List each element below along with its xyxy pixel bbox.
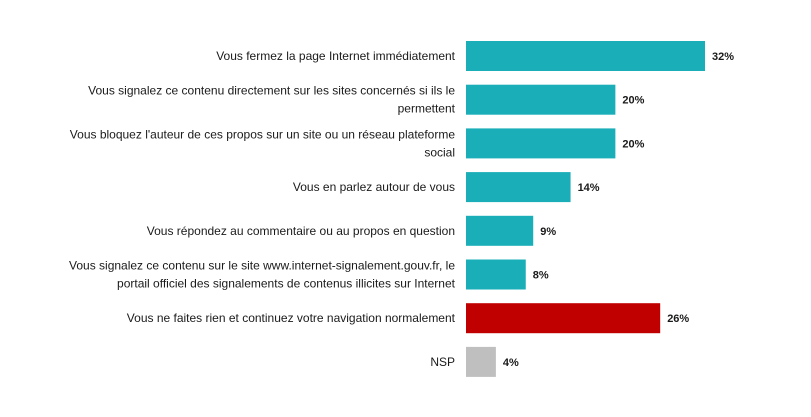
category-label-line: NSP: [430, 355, 455, 369]
bar: [466, 303, 661, 334]
category-label-line: Vous en parlez autour de vous: [293, 180, 455, 194]
value-label: 14%: [578, 182, 600, 194]
bar: [466, 84, 616, 115]
value-label: 4%: [503, 357, 519, 369]
value-label: 20%: [622, 138, 644, 150]
category-label-line: permettent: [398, 102, 456, 116]
value-label: 8%: [533, 270, 549, 282]
category-label-line: Vous bloquez l'auteur de ces propos sur …: [70, 127, 456, 141]
value-label: 9%: [540, 226, 556, 238]
category-label: Vous signalez ce contenu directement sur…: [88, 84, 456, 116]
value-label: 32%: [712, 51, 734, 63]
category-label-line: Vous répondez au commentaire ou au propo…: [147, 224, 455, 238]
category-label-line: social: [424, 145, 455, 159]
category-label: Vous bloquez l'auteur de ces propos sur …: [70, 127, 456, 159]
category-label: Vous répondez au commentaire ou au propo…: [147, 224, 455, 238]
category-label: Vous signalez ce contenu sur le site www…: [69, 259, 456, 291]
bar: [466, 346, 496, 377]
bar: [466, 128, 616, 159]
category-label-line: Vous signalez ce contenu sur le site www…: [69, 259, 455, 273]
category-label-line: Vous signalez ce contenu directement sur…: [88, 84, 455, 98]
category-label: Vous fermez la page Internet immédiateme…: [216, 49, 455, 63]
category-label-line: Vous ne faites rien et continuez votre n…: [127, 311, 456, 325]
category-label-line: Vous fermez la page Internet immédiateme…: [216, 49, 455, 63]
category-label-line: portail officiel des signalements de con…: [117, 277, 456, 291]
value-label: 20%: [622, 95, 644, 107]
bar: [466, 259, 526, 290]
bar: [466, 172, 571, 203]
category-label: Vous ne faites rien et continuez votre n…: [127, 311, 456, 325]
category-label: Vous en parlez autour de vous: [293, 180, 455, 194]
bar: [466, 215, 534, 246]
value-label: 26%: [667, 313, 689, 325]
bar: [466, 41, 705, 71]
category-label: NSP: [430, 355, 455, 369]
